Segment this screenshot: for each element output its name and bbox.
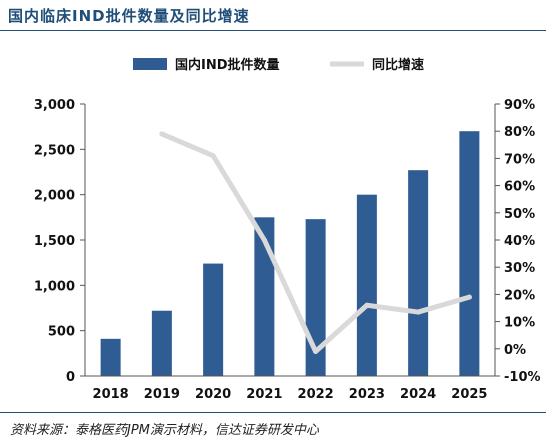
growth-point-2024 (415, 309, 421, 315)
left-tick-label: 2,000 (34, 189, 75, 204)
title-bar: 国内临床IND批件数量及同比增速 (0, 0, 546, 31)
right-tick-label: 50% (504, 207, 535, 222)
legend-label-line: 同比增速 (372, 57, 424, 73)
growth-point-2020 (210, 153, 216, 159)
right-tick-label: 20% (504, 288, 535, 303)
x-tick-label: 2021 (246, 387, 282, 402)
growth-point-2022 (313, 349, 319, 355)
right-tick-label: 90% (504, 98, 535, 113)
right-tick-label: 0% (504, 343, 526, 358)
bar-2024 (408, 170, 429, 376)
x-tick-label: 2018 (93, 387, 129, 402)
right-tick-label: 10% (504, 316, 535, 331)
bar-2019 (151, 310, 172, 376)
left-tick-label: 500 (48, 325, 75, 340)
bar-2023 (356, 194, 377, 376)
legend-label-bar: 国内IND批件数量 (175, 57, 280, 73)
bar-2020 (203, 263, 224, 376)
right-tick-label: 80% (504, 125, 535, 140)
source-bar: 资料来源：泰格医药JPM演示材料，信达证券研发中心 (0, 412, 546, 442)
left-tick-label: 3,000 (34, 98, 75, 113)
chart-svg: 国内IND批件数量 同比增速 0 500 1,000 1,500 2,000 2,500 3,0… (34, 57, 541, 402)
right-tick-label: 40% (504, 234, 535, 249)
growth-point-2023 (364, 302, 370, 308)
x-tick-label: 2019 (144, 387, 180, 402)
left-tick-label: 0 (66, 370, 75, 385)
legend-swatch-bar (133, 58, 167, 70)
left-tick-label: 1,000 (34, 279, 75, 294)
x-tick-label: 2025 (451, 387, 487, 402)
x-tick-label: 2023 (349, 387, 385, 402)
right-tick-label: 30% (504, 261, 535, 276)
source-note: 资料来源：泰格医药JPM演示材料，信达证券研发中心 (10, 423, 319, 438)
right-tick-label: -10% (504, 370, 541, 385)
right-tick-label: 60% (504, 180, 535, 195)
bar-2018 (100, 338, 121, 376)
right-tick-label: 70% (504, 152, 535, 167)
growth-point-2025 (466, 294, 472, 300)
chart-title: 国内临床IND批件数量及同比增速 (8, 7, 250, 25)
left-tick-label: 1,500 (34, 234, 75, 249)
bar-2025 (459, 131, 480, 376)
x-tick-label: 2024 (400, 387, 436, 402)
x-tick-label: 2022 (298, 387, 334, 402)
x-tick-label: 2020 (195, 387, 231, 402)
growth-point-2021 (261, 237, 267, 243)
bar-2021 (254, 217, 275, 376)
growth-point-2019 (159, 131, 165, 137)
left-tick-label: 2,500 (34, 143, 75, 158)
